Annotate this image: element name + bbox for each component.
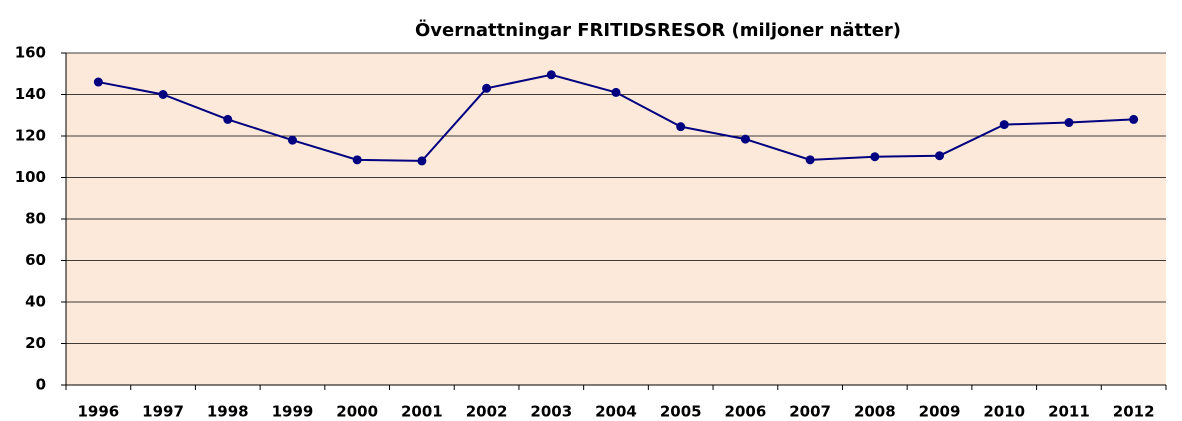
- x-tick-label: 2005: [660, 403, 702, 421]
- x-tick-label: 1999: [272, 403, 314, 421]
- data-point: [740, 134, 750, 144]
- x-tick-label: 2008: [854, 403, 896, 421]
- data-point: [870, 152, 880, 162]
- data-point: [1129, 114, 1139, 124]
- data-point: [287, 135, 297, 145]
- y-tick-label: 60: [25, 251, 46, 269]
- data-point: [999, 120, 1009, 130]
- x-tick-label: 1998: [207, 403, 249, 421]
- data-point: [158, 90, 168, 99]
- y-tick-label: 80: [25, 210, 46, 228]
- x-tick-label: 2007: [789, 403, 831, 421]
- x-tick-label: 2006: [725, 403, 767, 421]
- data-point: [482, 83, 492, 93]
- x-tick-label: 2003: [530, 403, 572, 421]
- x-tick-label: 2010: [983, 403, 1025, 421]
- data-point: [223, 114, 233, 124]
- chart-title: Övernattningar FRITIDSRESOR (miljoner nä…: [415, 19, 901, 41]
- y-tick-label: 160: [15, 44, 46, 62]
- x-tick-label: 2004: [595, 403, 637, 421]
- x-tick-label: 2009: [919, 403, 961, 421]
- x-tick-label: 1996: [77, 403, 119, 421]
- data-point: [546, 70, 556, 80]
- data-point: [417, 156, 427, 166]
- data-point: [676, 122, 686, 132]
- y-tick-label: 140: [15, 85, 46, 103]
- x-tick-label: 2000: [336, 403, 378, 421]
- data-point: [93, 77, 103, 87]
- y-tick-label: 100: [15, 168, 46, 186]
- data-point: [1064, 118, 1074, 128]
- data-point: [935, 151, 945, 161]
- x-tick-label: 1997: [142, 403, 184, 421]
- y-tick-label: 120: [15, 127, 46, 145]
- x-tick-label: 2002: [466, 403, 508, 421]
- y-tick-label: 0: [36, 376, 46, 394]
- data-point: [611, 87, 621, 97]
- x-tick-label: 2012: [1113, 403, 1155, 421]
- x-tick-label: 2011: [1048, 403, 1090, 421]
- data-point: [352, 155, 362, 165]
- data-point: [805, 155, 815, 165]
- y-tick-label: 40: [25, 293, 46, 311]
- x-tick-label: 2001: [401, 403, 443, 421]
- y-tick-label: 20: [25, 334, 46, 352]
